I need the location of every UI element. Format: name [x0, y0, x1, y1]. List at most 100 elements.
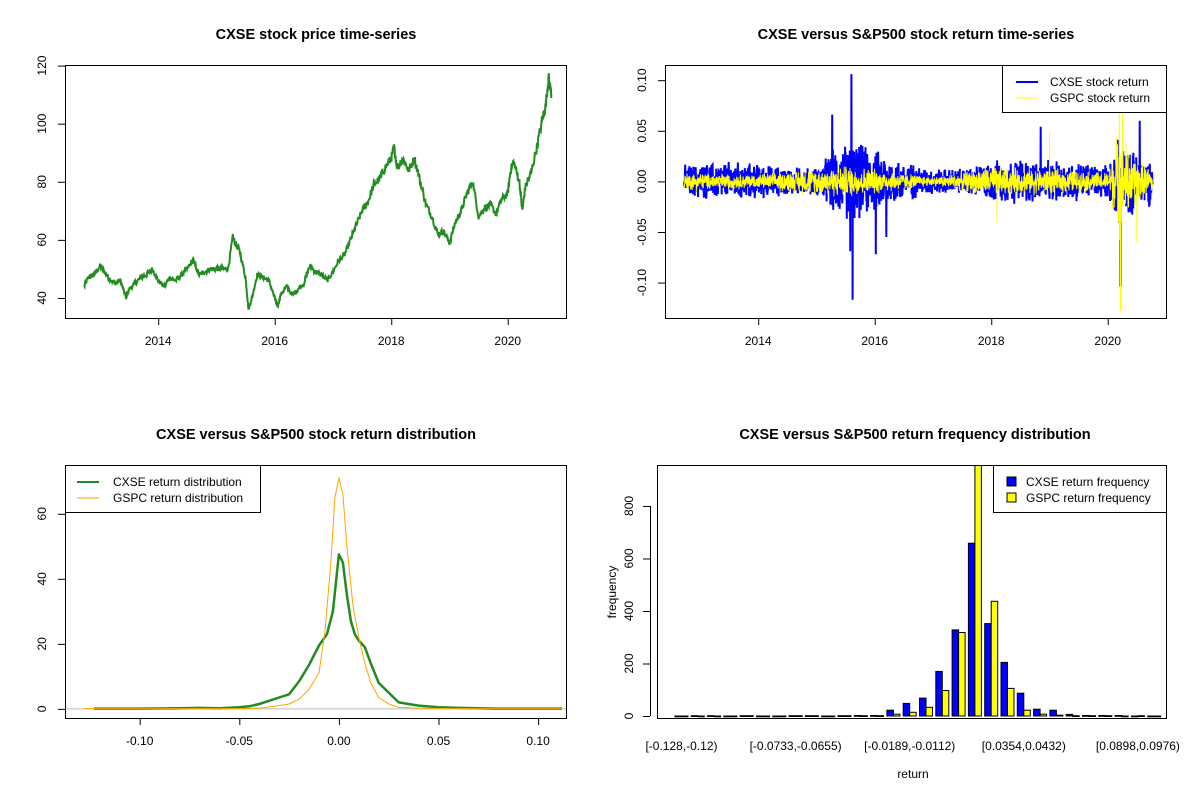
bar-cxse — [1016, 692, 1025, 717]
bar-cxse — [772, 715, 780, 718]
legend-box — [1002, 65, 1167, 113]
legend-label-cxse: CXSE stock return — [1050, 75, 1149, 89]
x-axis: -0.10 -0.05 0.00 0.05 0.10 — [126, 718, 550, 748]
y-tick-label: 40 — [35, 572, 49, 586]
bar-gspc — [811, 715, 819, 718]
x-tick-label: 2016 — [861, 334, 888, 348]
x-tick-label: [0.0354,0.0432) — [982, 739, 1066, 753]
bar-cxse — [756, 715, 764, 718]
y-tick-label: 100 — [35, 113, 49, 133]
y-tick-label: -0.05 — [635, 218, 649, 246]
x-tick-label: 0.05 — [427, 734, 451, 748]
bar-gspc — [1137, 715, 1145, 718]
bar-gspc — [729, 715, 738, 718]
x-axis: 2014 2016 2018 2020 — [745, 318, 1121, 348]
bar-cxse — [1082, 715, 1090, 717]
y-tick-label: 200 — [622, 653, 636, 673]
bar-cxse — [1049, 709, 1057, 717]
bar-gspc — [1007, 687, 1015, 717]
bar-gspc — [697, 715, 705, 718]
bar-cxse — [935, 670, 943, 717]
bar-cxse — [1065, 713, 1074, 717]
bar-gspc — [1088, 715, 1096, 718]
bar-cxse — [788, 715, 797, 718]
bar-cxse — [967, 542, 976, 717]
panel-return-time-series: CXSE versus S&P500 stock return time-ser… — [635, 27, 1167, 348]
plot-frame — [657, 465, 1167, 719]
x-tick-label: 2018 — [978, 334, 1005, 348]
plot-area — [674, 465, 1162, 718]
x-tick-label: -0.05 — [226, 734, 254, 748]
bar-cxse — [919, 697, 927, 717]
bars — [674, 465, 1162, 718]
y-tick-label: 0.05 — [635, 119, 649, 143]
legend-label-gspc: GSPC return distribution — [113, 491, 243, 505]
bar-cxse — [1147, 715, 1155, 718]
y-tick-label: 800 — [622, 496, 636, 516]
bar-cxse — [804, 715, 813, 718]
bar-cxse — [870, 715, 878, 717]
panel-return-distribution: CXSE versus S&P500 stock return distribu… — [35, 427, 567, 748]
plot-area — [683, 74, 1154, 311]
bar-cxse — [707, 715, 715, 718]
x-axis: [-0.128,-0.12) [-0.0733,-0.0655) [-0.0189,… — [645, 739, 1179, 753]
bar-cxse — [853, 715, 862, 717]
bar-gspc — [892, 713, 901, 717]
y-tick-label: 0 — [622, 712, 636, 719]
bar-cxse — [821, 715, 829, 718]
bar-cxse — [984, 623, 992, 717]
y-tick-label: 600 — [622, 548, 636, 568]
x-tick-label: [-0.128,-0.12) — [645, 739, 717, 753]
legend-box — [993, 465, 1167, 513]
x-tick-label: 2016 — [261, 334, 288, 348]
bar-cxse — [674, 715, 682, 718]
plot-area — [65, 477, 566, 710]
panel-price-time-series: CXSE stock price time-series 2014 2016 201… — [35, 27, 567, 348]
bar-gspc — [958, 632, 966, 717]
legend: CXSE return frequency GSPC return freque… — [993, 465, 1167, 513]
bar-gspc — [827, 715, 836, 718]
bar-gspc — [974, 465, 982, 717]
x-axis-label: return — [897, 767, 928, 781]
y-tick-label: 400 — [622, 601, 636, 621]
bar-gspc — [681, 715, 689, 718]
legend-label-cxse: CXSE return distribution — [113, 475, 242, 489]
bar-gspc — [990, 600, 999, 717]
x-tick-label: -0.10 — [126, 734, 154, 748]
y-tick-label: -0.10 — [635, 269, 649, 297]
bar-cxse — [1114, 715, 1123, 717]
y-tick-label: 40 — [35, 291, 49, 305]
bar-cxse — [837, 715, 845, 718]
bar-cxse — [690, 715, 699, 718]
y-axis: 0 200 400 600 800 — [622, 496, 651, 719]
legend-label-cxse: CXSE return frequency — [1026, 475, 1149, 489]
bar-gspc — [941, 690, 950, 717]
bar-gspc — [925, 706, 933, 717]
legend: CXSE stock return GSPC stock return — [1002, 65, 1167, 113]
legend: CXSE return distribution GSPC return dis… — [65, 465, 261, 513]
y-tick-label: 0 — [35, 705, 49, 712]
bar-gspc — [1121, 715, 1129, 718]
density-line-gspc — [83, 477, 562, 710]
bar-gspc — [1104, 715, 1113, 718]
legend-box — [65, 465, 261, 513]
bar-cxse — [886, 709, 894, 717]
legend-swatch-gspc — [1006, 492, 1017, 503]
bar-cxse — [739, 715, 748, 718]
bar-cxse — [1130, 715, 1139, 718]
bar-gspc — [1039, 713, 1048, 717]
plot-frame — [65, 65, 567, 319]
y-tick-label: 60 — [35, 233, 49, 247]
y-tick-label: 80 — [35, 175, 49, 189]
bar-gspc — [876, 715, 885, 718]
x-tick-label: 2020 — [494, 334, 521, 348]
x-tick-label: 2014 — [145, 334, 172, 348]
y-axis: 40 60 80 100 120 — [35, 55, 66, 305]
bar-cxse — [1098, 715, 1106, 717]
density-line-cxse — [93, 553, 562, 710]
y-tick-label: 20 — [35, 637, 49, 651]
bar-gspc — [844, 715, 852, 718]
bar-gspc — [1023, 709, 1031, 717]
bar-cxse — [951, 629, 960, 717]
chart-title: CXSE versus S&P500 return frequency dist… — [739, 427, 1090, 443]
